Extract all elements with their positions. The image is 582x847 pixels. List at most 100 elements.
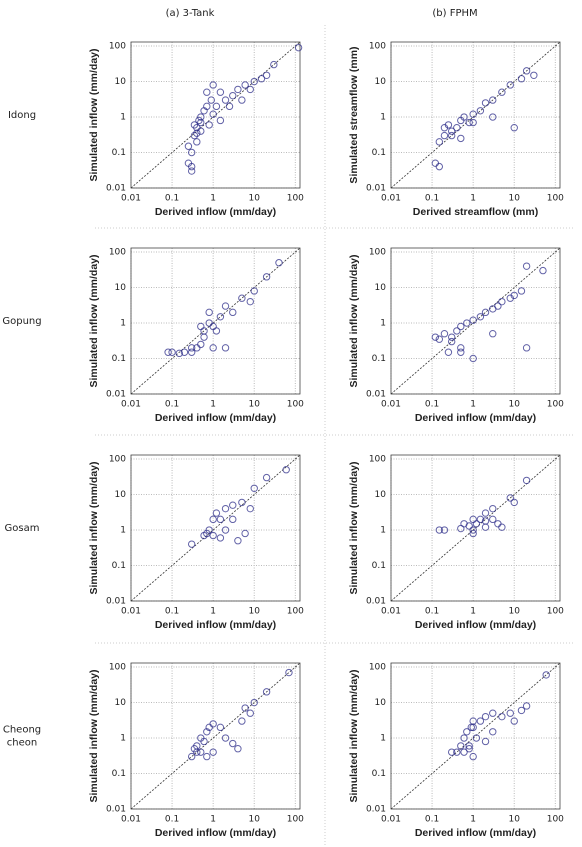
x-tick-label: 10 <box>509 400 521 410</box>
panel: 0.01 0.1 1 10 100 0.01 0.1 1 10 100 Derived inflow… <box>88 455 304 631</box>
x-tick-label: 100 <box>547 607 564 617</box>
point <box>212 509 221 517</box>
y-tick-label: 100 <box>369 455 386 465</box>
y-tick-label: 1 <box>380 526 386 536</box>
x-tick-label: 0.01 <box>381 194 401 204</box>
point <box>187 752 196 761</box>
panel: 0.01 0.1 1 10 100 0.01 0.1 1 10 100 Derived inflow… <box>88 248 304 424</box>
point <box>469 118 477 127</box>
x-tick-label: 10 <box>249 194 261 204</box>
panel: 0.01 0.1 1 10 100 0.01 0.1 1 10 100 Derived stream… <box>348 42 564 218</box>
x-tick-label: 1 <box>470 607 476 617</box>
y-tick-label: 100 <box>109 663 126 673</box>
x-tick-label: 1 <box>470 400 476 410</box>
plot-frame <box>130 247 301 395</box>
row-label: Gosam <box>5 523 40 534</box>
point <box>205 308 213 317</box>
point <box>463 728 471 736</box>
plot-frame <box>130 662 301 810</box>
y-tick-label: 100 <box>369 663 386 673</box>
y-tick-label: 1 <box>380 734 386 744</box>
point <box>510 717 518 725</box>
y-tick-label: 0.01 <box>366 390 386 400</box>
point <box>481 712 490 721</box>
point <box>444 121 453 129</box>
x-tick-label: 0.01 <box>381 815 401 825</box>
y-tick-label: 100 <box>109 455 126 465</box>
point <box>457 348 465 356</box>
point <box>435 526 444 534</box>
y-tick-label: 10 <box>375 77 387 87</box>
point <box>190 121 199 129</box>
point <box>207 96 215 104</box>
point <box>250 484 258 492</box>
point <box>460 113 468 121</box>
point <box>175 349 184 358</box>
y-tick-label: 0.1 <box>372 354 386 364</box>
point <box>250 287 258 295</box>
point <box>197 118 205 127</box>
identity-line <box>130 454 301 602</box>
y-tick-label: 0.01 <box>366 805 386 815</box>
point <box>489 709 497 717</box>
x-axis-title: Derived inflow (mm/day) <box>155 827 276 839</box>
point <box>246 709 254 717</box>
x-tick-label: 10 <box>509 607 521 617</box>
point <box>246 504 254 513</box>
x-axis-title: Derived inflow (mm/day) <box>155 206 276 218</box>
point <box>481 308 490 317</box>
y-axis-title: Simulated inflow (mm/day) <box>348 669 360 802</box>
point <box>481 509 490 517</box>
x-tick-label: 1 <box>210 815 216 825</box>
point <box>489 330 497 338</box>
y-axis-title: Simulated inflow (mm/day) <box>348 461 360 594</box>
point <box>457 322 465 331</box>
point <box>444 348 453 356</box>
point <box>209 515 217 524</box>
point <box>221 504 230 513</box>
point <box>435 335 444 343</box>
point <box>494 302 502 310</box>
point <box>510 291 518 300</box>
y-tick-label: 0.1 <box>372 561 386 571</box>
point <box>457 742 465 750</box>
x-tick-label: 0.01 <box>121 815 141 825</box>
point <box>498 297 506 306</box>
point <box>510 124 518 132</box>
x-tick-label: 0.1 <box>425 815 439 825</box>
x-tick-label: 100 <box>547 400 564 410</box>
x-tick-label: 0.01 <box>121 607 141 617</box>
plot-frame <box>130 454 301 602</box>
point <box>457 134 465 143</box>
point <box>209 720 217 728</box>
point <box>440 131 449 140</box>
y-tick-label: 1 <box>120 113 126 123</box>
point <box>453 748 461 756</box>
point <box>469 752 477 761</box>
point <box>221 734 230 742</box>
point <box>460 734 468 742</box>
point <box>229 91 237 100</box>
point <box>476 313 485 321</box>
x-tick-label: 1 <box>470 815 476 825</box>
point <box>241 529 249 538</box>
x-tick-label: 100 <box>287 607 304 617</box>
point <box>262 71 271 79</box>
point <box>431 333 440 341</box>
x-tick-label: 0.01 <box>121 400 141 410</box>
x-tick-label: 0.1 <box>425 607 439 617</box>
x-tick-label: 0.1 <box>165 194 179 204</box>
x-axis-title: Derived inflow (mm/day) <box>155 619 276 631</box>
point <box>460 748 468 756</box>
plot-frame <box>390 41 561 189</box>
point <box>539 266 547 275</box>
x-tick-label: 0.1 <box>165 815 179 825</box>
point <box>193 742 201 750</box>
point <box>498 712 506 721</box>
point <box>498 88 506 96</box>
point <box>241 704 249 712</box>
point <box>275 259 283 267</box>
point <box>469 110 477 118</box>
y-tick-label: 100 <box>369 248 386 258</box>
